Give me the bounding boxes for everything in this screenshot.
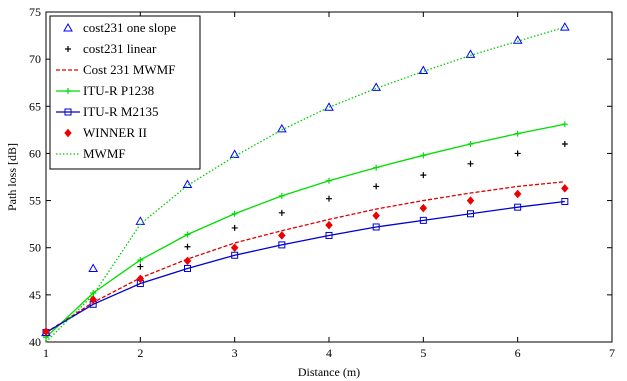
legend-label: Cost 231 MWMF [83, 62, 175, 77]
series-line [45, 181, 565, 334]
data-point [278, 209, 285, 216]
y-tick-label: 75 [29, 5, 41, 19]
x-axis-label: Distance (m) [298, 365, 360, 379]
data-point [514, 203, 522, 211]
data-point [561, 198, 569, 206]
data-point [276, 123, 287, 133]
data-point [136, 274, 145, 284]
legend-swatch-marker [63, 22, 73, 32]
data-point [230, 243, 239, 253]
series-layer [41, 22, 570, 343]
x-tick-label: 7 [609, 346, 615, 360]
data-point [512, 35, 523, 44]
data-point [325, 220, 333, 230]
data-point [467, 141, 474, 147]
data-point [561, 183, 569, 193]
y-tick-label: 50 [29, 241, 41, 255]
x-tick-label: 1 [43, 346, 49, 360]
y-tick-label: 65 [29, 99, 41, 113]
data-point [420, 152, 427, 159]
legend-label: MWMF [83, 146, 126, 161]
legend-swatch-marker [65, 88, 71, 94]
data-point [326, 195, 332, 202]
y-tick-label: 55 [29, 194, 41, 208]
x-tick-label: 3 [232, 346, 238, 360]
data-point [278, 192, 285, 199]
data-point [278, 241, 286, 249]
data-point [137, 256, 144, 263]
y-axis-label: Path loss [dB] [5, 143, 19, 211]
legend-swatch-marker [65, 46, 71, 52]
data-point [278, 231, 286, 240]
data-point [371, 82, 382, 91]
x-tick-label: 2 [137, 346, 143, 360]
series-line [45, 123, 565, 338]
y-tick-label: 45 [29, 288, 41, 302]
data-point [559, 22, 570, 31]
x-tick-label: 5 [420, 346, 426, 360]
data-point [183, 256, 192, 266]
data-point [513, 189, 522, 199]
data-point [418, 65, 429, 74]
legend-label: cost231 one slope [83, 20, 176, 35]
data-point [514, 130, 521, 137]
data-point [373, 164, 380, 171]
data-point [184, 264, 191, 272]
data-point [561, 121, 568, 128]
data-point [182, 179, 193, 189]
data-point [324, 102, 334, 111]
legend-label: ITU-R P1238 [83, 83, 154, 98]
data-point [373, 183, 380, 190]
data-point [419, 203, 428, 213]
legend-label: WINNER II [83, 125, 147, 140]
legend-swatch-marker [64, 108, 72, 116]
legend: cost231 one slope cost231 linear Cost 231 … [49, 15, 201, 170]
data-point [466, 196, 475, 205]
legend-swatch-marker [64, 128, 72, 138]
y-tick-label: 70 [29, 52, 41, 66]
series-winner-ii [42, 183, 569, 337]
series-itu-r-p1238 [43, 121, 568, 341]
data-point [420, 172, 427, 179]
series-line [45, 26, 566, 343]
data-point [42, 327, 50, 337]
data-point [231, 251, 239, 259]
legend-label: cost231 linear [83, 41, 157, 56]
legend-label: ITU-R M2135 [83, 104, 158, 119]
data-point [467, 160, 474, 167]
series-mwmf [45, 26, 566, 343]
data-point [89, 295, 97, 304]
data-point [372, 223, 380, 231]
data-point [514, 150, 521, 157]
data-point [88, 263, 99, 272]
data-point [325, 231, 333, 239]
data-point [419, 216, 427, 224]
y-tick-label: 60 [29, 146, 41, 160]
data-point [561, 141, 568, 147]
data-point [465, 49, 476, 58]
series-line [45, 200, 565, 334]
data-point [229, 149, 240, 158]
data-point [372, 211, 380, 221]
data-point [137, 263, 144, 270]
series-itu-r-m2135 [42, 198, 569, 337]
data-point [467, 210, 474, 218]
y-tick-label: 40 [29, 335, 41, 349]
data-point [326, 177, 332, 184]
data-point [231, 224, 238, 231]
data-point [184, 231, 191, 238]
x-tick-label: 6 [515, 346, 521, 360]
data-point [184, 243, 191, 250]
data-point [231, 210, 238, 217]
legend-box [49, 15, 201, 170]
series-cost-231-mwmf [45, 181, 565, 334]
x-tick-label: 4 [326, 346, 332, 360]
